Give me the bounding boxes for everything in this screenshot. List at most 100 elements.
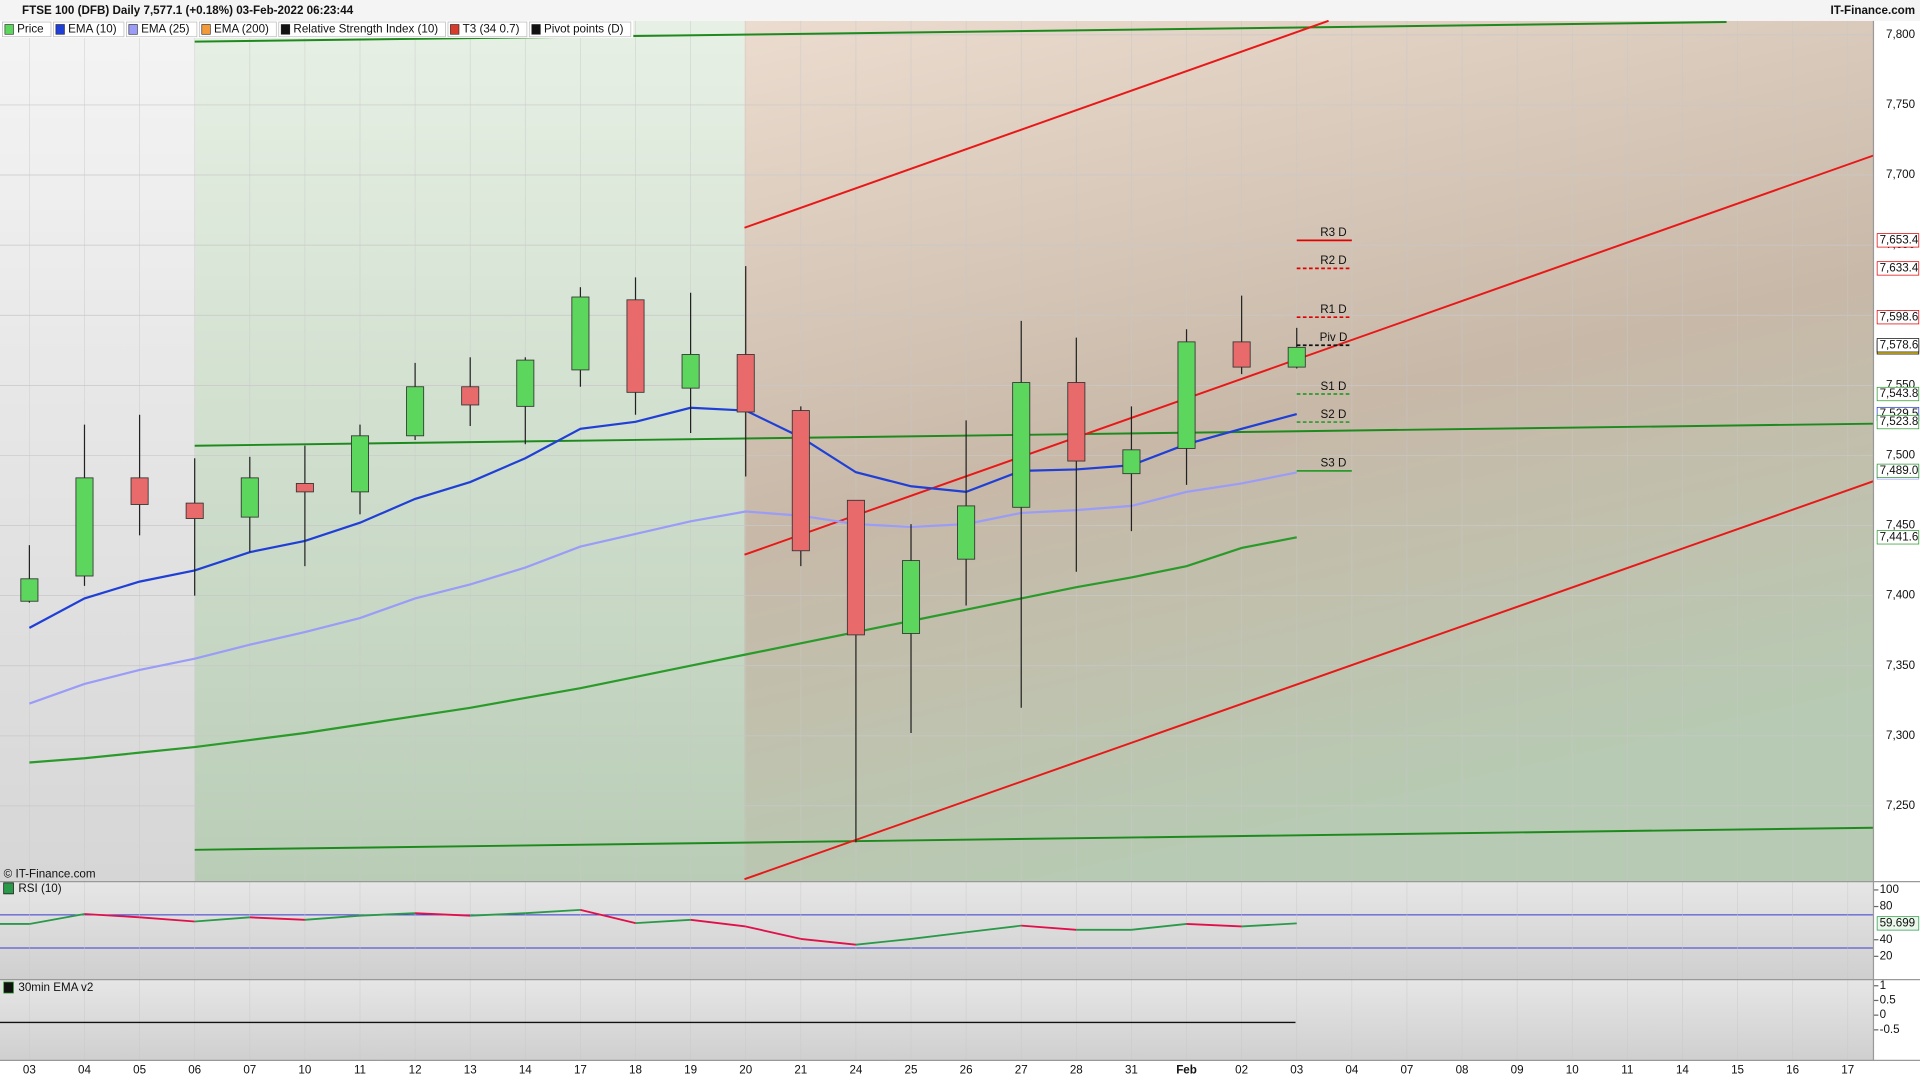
rsi-segment xyxy=(855,938,912,946)
value-badge xyxy=(1876,233,1920,248)
pivot-label: R1 D xyxy=(1320,303,1347,316)
y-tick-label: 7,750 xyxy=(1886,98,1916,111)
rsi-segment xyxy=(415,912,471,917)
x-tick-label: 04 xyxy=(78,1063,91,1076)
x-tick-label: 03 xyxy=(1290,1063,1303,1076)
x-tick-label: 04 xyxy=(1345,1063,1358,1076)
candle-body xyxy=(20,578,39,602)
trend-line xyxy=(194,422,1874,447)
candle-body xyxy=(351,435,369,493)
candle-body xyxy=(681,354,700,389)
legend-swatch xyxy=(128,24,138,35)
value-badge xyxy=(1876,338,1920,353)
x-tick-label: 10 xyxy=(1566,1063,1579,1076)
rsi-segment xyxy=(800,938,857,946)
rsi-segment xyxy=(910,931,967,940)
rsi-tick-label: 80 xyxy=(1880,900,1893,913)
pivot-label: Piv D xyxy=(1320,331,1348,344)
candle-body xyxy=(1012,382,1031,508)
legend-label: Relative Strength Index (10) xyxy=(293,22,438,35)
value-badge-label: 7,598.6 xyxy=(1880,310,1919,323)
trend-lines xyxy=(194,19,1874,881)
value-badge-label: 7,489.0 xyxy=(1880,464,1919,477)
candle-body xyxy=(130,477,149,505)
y-tick-label: 7,700 xyxy=(1886,168,1916,181)
legend-swatch xyxy=(201,24,211,35)
legend: Price EMA (10) EMA (25) EMA (200) Relative S… xyxy=(0,20,634,38)
pivot-label: S1 D xyxy=(1321,380,1347,393)
rsi-tick-label: 40 xyxy=(1880,933,1893,946)
x-tick-label: 14 xyxy=(1676,1063,1689,1076)
legend-swatch xyxy=(450,24,460,35)
x-tick-label: 05 xyxy=(133,1063,146,1076)
legend-box xyxy=(2,21,52,38)
x-tick-label: 14 xyxy=(519,1063,532,1076)
legend-box xyxy=(198,21,277,38)
rsi-segment xyxy=(304,914,361,921)
x-tick-label: 16 xyxy=(1786,1063,1799,1076)
candle-body xyxy=(295,483,314,493)
rsi-segment xyxy=(690,918,746,928)
x-tick-label: 25 xyxy=(905,1063,918,1076)
value-badge xyxy=(1876,261,1920,276)
candle-body xyxy=(957,505,976,560)
candle-body xyxy=(1067,382,1086,462)
value-badge xyxy=(1876,386,1920,402)
y-tick-label: 7,350 xyxy=(1886,659,1916,672)
x-tick-label: 27 xyxy=(1015,1063,1028,1076)
rsi-segment xyxy=(635,918,691,925)
candle-body xyxy=(1177,341,1196,449)
lower-title: 30min EMA v2 xyxy=(18,981,93,994)
lower-tick-label: 0 xyxy=(1880,1008,1887,1021)
x-tick-label: 10 xyxy=(298,1063,311,1076)
legend-swatch xyxy=(280,24,291,35)
rsi-segment xyxy=(139,916,195,923)
panel-icon xyxy=(3,882,14,895)
trend-line xyxy=(194,826,1874,851)
legend-box xyxy=(447,21,528,38)
y-tick-label: 7,800 xyxy=(1886,28,1916,41)
x-tick-label: 24 xyxy=(849,1063,862,1076)
value-badge xyxy=(1876,310,1920,325)
x-tick-label: 02 xyxy=(1235,1063,1248,1076)
rsi-background xyxy=(0,881,1874,980)
rsi-segment xyxy=(470,912,526,917)
x-tick-label: 17 xyxy=(574,1063,587,1076)
rsi-title: RSI (10) xyxy=(18,882,61,895)
candle-body xyxy=(516,359,535,407)
rsi-segment xyxy=(966,924,1022,934)
legend-label: T3 (34 0.7) xyxy=(463,22,520,35)
candle-body xyxy=(626,299,645,393)
value-badge-label: 7,578.6 xyxy=(1880,338,1919,351)
rsi-segment xyxy=(84,913,140,919)
rsi-segment xyxy=(525,908,581,915)
legend-swatch xyxy=(531,24,541,35)
lower-tick-label: 0.5 xyxy=(1880,994,1896,1007)
value-badge-label: 7,441.6 xyxy=(1880,530,1919,543)
rsi-segment xyxy=(1241,922,1297,928)
rsi-tick-label: 20 xyxy=(1880,949,1893,962)
x-tick-label: 15 xyxy=(1731,1063,1744,1076)
pivot-label: R2 D xyxy=(1320,254,1347,267)
chart-title: FTSE 100 (DFB) Daily 7,577.1 (+0.18%) 03… xyxy=(22,4,354,17)
candle-body xyxy=(75,477,94,577)
y-tick-label: 7,450 xyxy=(1886,519,1916,532)
rsi-segment xyxy=(580,908,636,925)
y-tick-label: 7,400 xyxy=(1886,589,1916,602)
x-tick-label: 11 xyxy=(1621,1063,1633,1076)
legend-background xyxy=(0,20,634,38)
x-tick-label: 28 xyxy=(1070,1063,1083,1076)
legend-swatch xyxy=(55,24,65,35)
lower-background xyxy=(0,979,1874,1061)
y-tick-label: 7,500 xyxy=(1886,449,1916,462)
panel-icon xyxy=(3,981,14,994)
x-tick-label: 31 xyxy=(1125,1063,1138,1076)
value-badge-label: 7,633.4 xyxy=(1880,261,1919,274)
legend-label: EMA (10) xyxy=(68,22,117,35)
x-tick-label: 17 xyxy=(1841,1063,1854,1076)
pivot-label: R3 D xyxy=(1320,226,1347,239)
x-tick-label: 08 xyxy=(1456,1063,1469,1076)
series-line xyxy=(29,536,1297,764)
